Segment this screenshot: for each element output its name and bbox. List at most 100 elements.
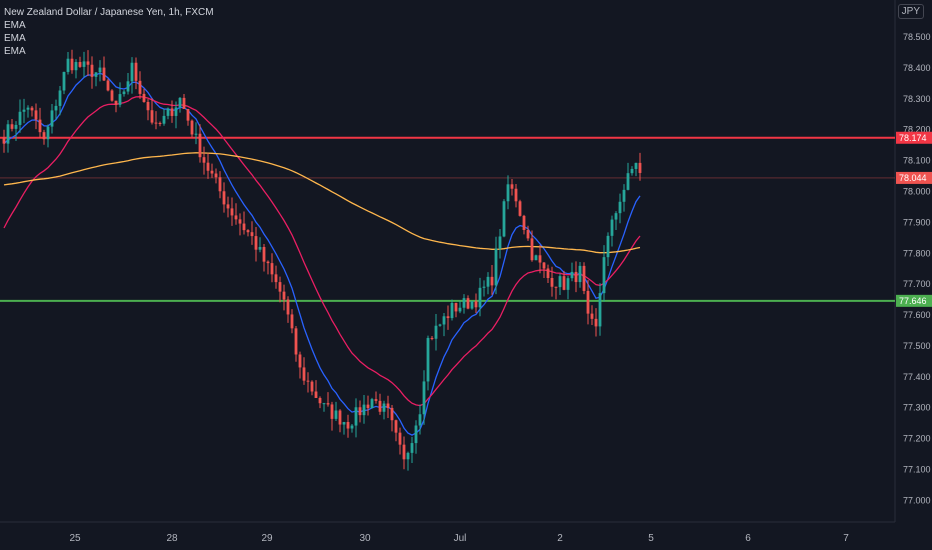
candle-body — [410, 443, 414, 453]
candle-body — [270, 263, 274, 275]
candle-body — [34, 110, 38, 120]
candle-body — [522, 215, 526, 230]
candle-body — [470, 301, 474, 309]
candle-body — [418, 414, 422, 426]
y-tick-label: 77.700 — [903, 279, 931, 289]
candle-body — [482, 286, 486, 288]
candle-body — [462, 298, 466, 308]
y-tick-label: 77.100 — [903, 464, 931, 474]
candle-body — [190, 120, 194, 135]
candle-body — [282, 291, 286, 300]
candle-body — [86, 61, 90, 65]
candle-body — [54, 105, 58, 111]
candle-body — [626, 173, 630, 190]
candle-body — [182, 97, 186, 110]
y-tick-label: 77.800 — [903, 248, 931, 258]
candle-body — [590, 313, 594, 319]
x-tick-label: 25 — [69, 533, 81, 544]
candle-body — [630, 168, 634, 174]
candle-body — [326, 403, 330, 405]
candle-body — [186, 109, 190, 121]
x-tick-label: 5 — [648, 533, 654, 544]
candle-body — [158, 122, 162, 124]
candle-body — [594, 318, 598, 327]
candle-body — [526, 229, 530, 239]
candle-body — [434, 325, 438, 339]
candle-body — [494, 248, 498, 286]
candle-body — [230, 208, 234, 216]
candle-body — [406, 452, 410, 460]
candle-body — [114, 100, 118, 105]
candle-body — [314, 391, 318, 398]
y-tick-label: 77.200 — [903, 434, 931, 444]
candle-body — [386, 403, 390, 408]
candle-body — [514, 188, 518, 202]
last-price-badge — [896, 171, 932, 184]
candle-body — [450, 302, 454, 319]
ema-line-2 — [3, 96, 641, 407]
candle-body — [570, 271, 574, 279]
resistance-price-badge — [896, 131, 932, 144]
legend-ema-3[interactable]: EMA — [4, 46, 26, 57]
candle-body — [38, 119, 42, 133]
candle-body — [290, 314, 294, 329]
candle-body — [118, 94, 122, 105]
candle-body — [558, 276, 562, 288]
y-tick-label: 78.400 — [903, 63, 931, 73]
candle-body — [638, 162, 642, 173]
candle-body — [146, 101, 150, 111]
candle-body — [582, 265, 586, 291]
candle-body — [366, 404, 370, 409]
candle-body — [98, 67, 102, 73]
y-tick-label: 78.000 — [903, 187, 931, 197]
legend-ema-2[interactable]: EMA — [4, 33, 26, 44]
x-tick-label: Jul — [454, 533, 467, 544]
candle-body — [286, 299, 290, 315]
candle-body — [438, 324, 442, 326]
candle-body — [218, 177, 222, 192]
x-tick-label: 28 — [166, 533, 178, 544]
currency-label[interactable]: JPY — [897, 4, 924, 19]
candle-body — [318, 397, 322, 404]
candle-body — [430, 337, 434, 339]
resistance-price-label: 78.174 — [899, 133, 927, 143]
y-tick-label: 78.200 — [903, 125, 931, 135]
candle-body — [166, 108, 170, 116]
candle-body — [6, 124, 10, 144]
candle-body — [422, 381, 426, 415]
candle-body — [74, 62, 78, 71]
candle-body — [298, 354, 302, 368]
candle-body — [18, 111, 22, 125]
candle-body — [226, 204, 230, 209]
candle-body — [622, 189, 626, 202]
candle-body — [302, 367, 306, 381]
candle-body — [250, 232, 254, 237]
y-tick-label: 77.400 — [903, 372, 931, 382]
candle-body — [354, 407, 358, 426]
x-tick-label: 2 — [557, 533, 563, 544]
candle-body — [242, 223, 246, 231]
candle-body — [506, 184, 510, 202]
candle-body — [278, 282, 282, 292]
candle-body — [62, 71, 66, 91]
candle-body — [306, 380, 310, 382]
candle-body — [602, 257, 606, 294]
candle-body — [598, 293, 602, 327]
candle-body — [486, 276, 490, 287]
y-tick-label: 77.500 — [903, 341, 931, 351]
candle-body — [346, 422, 350, 429]
candle-body — [174, 107, 178, 116]
candle-body — [294, 328, 298, 355]
candle-body — [606, 235, 610, 258]
candle-body — [518, 201, 522, 216]
candle-body — [618, 201, 622, 214]
candle-body — [546, 268, 550, 279]
y-tick-label: 78.300 — [903, 94, 931, 104]
candle-body — [22, 109, 26, 112]
candle-body — [466, 298, 470, 309]
candle-body — [194, 133, 198, 135]
legend-ema-1[interactable]: EMA — [4, 20, 26, 31]
candle-body — [82, 61, 86, 67]
